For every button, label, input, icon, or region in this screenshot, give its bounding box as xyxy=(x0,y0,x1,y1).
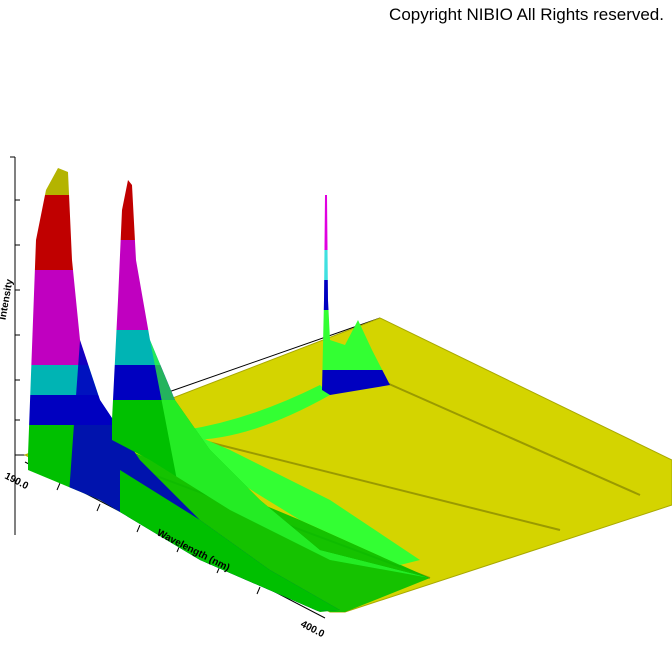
copyright: Copyright NIBIO All Rights reserved. xyxy=(389,5,664,24)
green-band xyxy=(185,385,330,440)
wavelength-tick: 190.0 xyxy=(3,471,31,492)
wavelength-tick: 400.0 xyxy=(299,619,327,640)
green-band xyxy=(160,420,420,565)
intensity-label: Intensity xyxy=(0,278,16,321)
